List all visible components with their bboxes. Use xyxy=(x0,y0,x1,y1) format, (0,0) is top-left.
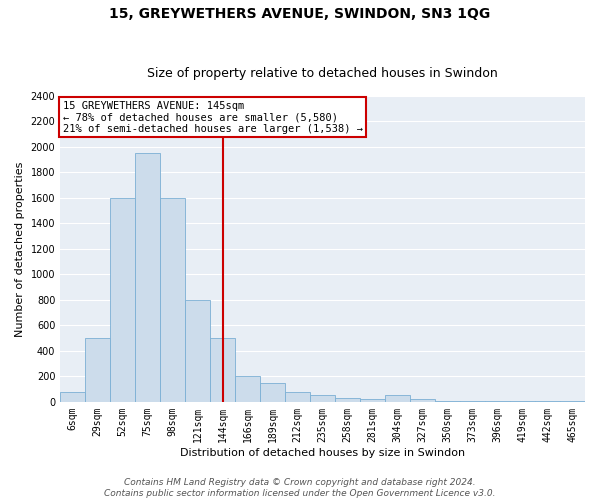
Bar xyxy=(360,398,385,402)
Bar xyxy=(410,400,435,402)
Bar xyxy=(185,300,210,402)
Bar xyxy=(160,198,185,402)
Bar xyxy=(335,398,360,402)
Bar xyxy=(110,198,135,402)
Text: Contains HM Land Registry data © Crown copyright and database right 2024.
Contai: Contains HM Land Registry data © Crown c… xyxy=(104,478,496,498)
Bar xyxy=(485,401,510,402)
Bar xyxy=(60,392,85,402)
Bar xyxy=(135,154,160,402)
Bar xyxy=(210,338,235,402)
Title: Size of property relative to detached houses in Swindon: Size of property relative to detached ho… xyxy=(147,66,498,80)
Bar xyxy=(260,382,285,402)
Bar xyxy=(460,401,485,402)
Bar xyxy=(235,376,260,402)
Text: 15 GREYWETHERS AVENUE: 145sqm
← 78% of detached houses are smaller (5,580)
21% o: 15 GREYWETHERS AVENUE: 145sqm ← 78% of d… xyxy=(63,100,363,134)
Bar xyxy=(85,338,110,402)
Bar xyxy=(560,401,585,402)
Bar xyxy=(285,392,310,402)
Text: 15, GREYWETHERS AVENUE, SWINDON, SN3 1QG: 15, GREYWETHERS AVENUE, SWINDON, SN3 1QG xyxy=(109,8,491,22)
Bar xyxy=(385,396,410,402)
Bar xyxy=(510,401,535,402)
Y-axis label: Number of detached properties: Number of detached properties xyxy=(15,161,25,336)
Bar xyxy=(310,396,335,402)
Bar xyxy=(435,400,460,402)
X-axis label: Distribution of detached houses by size in Swindon: Distribution of detached houses by size … xyxy=(180,448,465,458)
Bar xyxy=(535,401,560,402)
